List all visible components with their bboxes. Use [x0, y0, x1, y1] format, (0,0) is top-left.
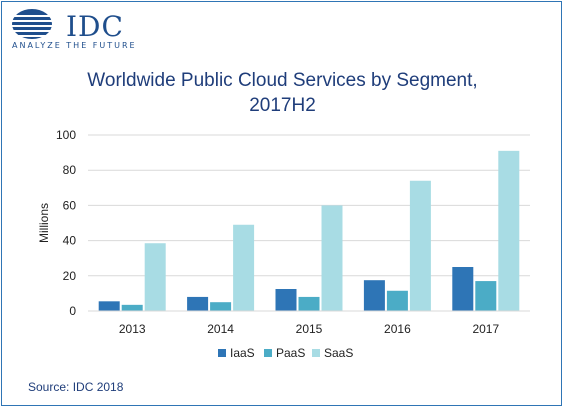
bar-paas-2014 — [210, 302, 232, 311]
bar-iaas-2017 — [452, 267, 474, 311]
bar-paas-2015 — [298, 296, 320, 311]
bar-saas-2014 — [233, 224, 255, 311]
y-tick-label: 20 — [63, 269, 77, 283]
logo-tagline: ANALYZE THE FUTURE — [12, 41, 137, 50]
legend-label-iaas: IaaS — [230, 346, 255, 360]
legend-label-saas: SaaS — [324, 346, 353, 360]
bar-paas-2013 — [121, 304, 143, 311]
bar-iaas-2014 — [187, 296, 209, 311]
y-tick-label: 100 — [56, 128, 76, 142]
y-axis-label: Millions — [37, 203, 51, 243]
x-tick-label: 2013 — [119, 322, 146, 336]
legend-swatch-iaas — [218, 349, 226, 357]
idc-logo: IDC ANALYZE THE FUTURE — [10, 8, 160, 54]
legend-swatch-saas — [312, 349, 320, 357]
chart-title-line-1: Worldwide Public Cloud Services by Segme… — [87, 70, 478, 91]
legend-label-paas: PaaS — [276, 346, 305, 360]
globe-icon — [12, 9, 52, 39]
y-tick-label: 40 — [63, 234, 77, 248]
bar-paas-2017 — [475, 281, 497, 311]
y-tick-label: 80 — [63, 163, 77, 177]
bar-iaas-2015 — [275, 289, 297, 311]
y-tick-label: 60 — [63, 198, 77, 212]
legend-swatch-paas — [264, 349, 272, 357]
bar-iaas-2016 — [363, 280, 385, 311]
x-tick-label: 2016 — [384, 322, 411, 336]
x-tick-label: 2017 — [472, 322, 499, 336]
y-tick-label: 0 — [69, 304, 76, 318]
bar-saas-2016 — [409, 180, 431, 311]
x-tick-label: 2015 — [296, 322, 323, 336]
bar-saas-2017 — [498, 150, 520, 311]
chart-title: Worldwide Public Cloud Services by Segme… — [2, 68, 563, 118]
logo-wordmark: IDC — [66, 10, 124, 43]
bar-iaas-2013 — [98, 301, 120, 311]
bar-saas-2013 — [144, 243, 166, 311]
bar-paas-2016 — [386, 290, 408, 311]
x-tick-label: 2014 — [207, 322, 234, 336]
source-note: Source: IDC 2018 — [28, 380, 124, 394]
chart-title-line-2: 2017H2 — [249, 95, 316, 116]
bar-saas-2015 — [321, 205, 343, 311]
